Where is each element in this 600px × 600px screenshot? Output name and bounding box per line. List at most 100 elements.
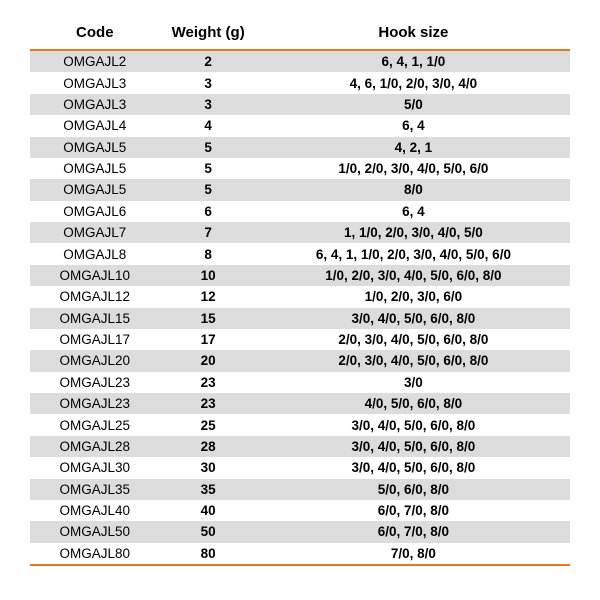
code-cell: OMGAJL5 xyxy=(30,158,160,179)
weight-cell: 23 xyxy=(160,393,257,414)
hook-cell: 2/0, 3/0, 4/0, 5/0, 6/0, 8/0 xyxy=(257,329,570,350)
code-cell: OMGAJL7 xyxy=(30,222,160,243)
weight-cell: 3 xyxy=(160,72,257,93)
weight-cell: 5 xyxy=(160,158,257,179)
code-cell: OMGAJL20 xyxy=(30,350,160,371)
hook-cell: 6/0, 7/0, 8/0 xyxy=(257,500,570,521)
code-cell: OMGAJL50 xyxy=(30,521,160,542)
weight-cell: 23 xyxy=(160,372,257,393)
weight-cell: 4 xyxy=(160,115,257,136)
code-cell: OMGAJL80 xyxy=(30,543,160,565)
code-cell: OMGAJL3 xyxy=(30,72,160,93)
code-cell: OMGAJL23 xyxy=(30,393,160,414)
table-row: OMGAJL20202/0, 3/0, 4/0, 5/0, 6/0, 8/0 xyxy=(30,350,570,371)
code-cell: OMGAJL23 xyxy=(30,372,160,393)
code-cell: OMGAJL2 xyxy=(30,50,160,72)
hook-cell: 4/0, 5/0, 6/0, 8/0 xyxy=(257,393,570,414)
hook-cell: 7/0, 8/0 xyxy=(257,543,570,565)
table-body: OMGAJL226, 4, 1, 1/0OMGAJL334, 6, 1/0, 2… xyxy=(30,50,570,565)
hook-cell: 4, 2, 1 xyxy=(257,137,570,158)
weight-cell: 17 xyxy=(160,329,257,350)
table-row: OMGAJL554, 2, 1 xyxy=(30,137,570,158)
code-cell: OMGAJL5 xyxy=(30,179,160,200)
weight-cell: 50 xyxy=(160,521,257,542)
code-cell: OMGAJL3 xyxy=(30,94,160,115)
table-row: OMGAJL80807/0, 8/0 xyxy=(30,543,570,565)
code-cell: OMGAJL6 xyxy=(30,201,160,222)
product-spec-table: Code Weight (g) Hook size OMGAJL226, 4, … xyxy=(30,18,570,566)
code-cell: OMGAJL25 xyxy=(30,414,160,435)
table-row: OMGAJL35355/0, 6/0, 8/0 xyxy=(30,479,570,500)
weight-cell: 6 xyxy=(160,201,257,222)
hook-cell: 8/0 xyxy=(257,179,570,200)
hook-cell: 1, 1/0, 2/0, 3/0, 4/0, 5/0 xyxy=(257,222,570,243)
weight-cell: 7 xyxy=(160,222,257,243)
code-cell: OMGAJL40 xyxy=(30,500,160,521)
table-row: OMGAJL226, 4, 1, 1/0 xyxy=(30,50,570,72)
weight-cell: 28 xyxy=(160,436,257,457)
hook-cell: 3/0 xyxy=(257,372,570,393)
code-cell: OMGAJL17 xyxy=(30,329,160,350)
code-cell: OMGAJL5 xyxy=(30,137,160,158)
hook-cell: 6, 4, 1, 1/0, 2/0, 3/0, 4/0, 5/0, 6/0 xyxy=(257,243,570,264)
hook-cell: 6/0, 7/0, 8/0 xyxy=(257,521,570,542)
code-cell: OMGAJL10 xyxy=(30,265,160,286)
table-row: OMGAJL551/0, 2/0, 3/0, 4/0, 5/0, 6/0 xyxy=(30,158,570,179)
weight-cell: 3 xyxy=(160,94,257,115)
table-row: OMGAJL334, 6, 1/0, 2/0, 3/0, 4/0 xyxy=(30,72,570,93)
table-row: OMGAJL23234/0, 5/0, 6/0, 8/0 xyxy=(30,393,570,414)
weight-cell: 12 xyxy=(160,286,257,307)
code-cell: OMGAJL8 xyxy=(30,243,160,264)
weight-cell: 2 xyxy=(160,50,257,72)
table-row: OMGAJL771, 1/0, 2/0, 3/0, 4/0, 5/0 xyxy=(30,222,570,243)
table-row: OMGAJL50506/0, 7/0, 8/0 xyxy=(30,521,570,542)
weight-cell: 8 xyxy=(160,243,257,264)
table-row: OMGAJL558/0 xyxy=(30,179,570,200)
weight-cell: 20 xyxy=(160,350,257,371)
hook-cell: 3/0, 4/0, 5/0, 6/0, 8/0 xyxy=(257,457,570,478)
hook-cell: 6, 4 xyxy=(257,201,570,222)
table-row: OMGAJL15153/0, 4/0, 5/0, 6/0, 8/0 xyxy=(30,308,570,329)
table-header-row: Code Weight (g) Hook size xyxy=(30,18,570,50)
hook-cell: 3/0, 4/0, 5/0, 6/0, 8/0 xyxy=(257,414,570,435)
table-row: OMGAJL446, 4 xyxy=(30,115,570,136)
table-row: OMGAJL666, 4 xyxy=(30,201,570,222)
weight-cell: 35 xyxy=(160,479,257,500)
weight-cell: 5 xyxy=(160,137,257,158)
code-cell: OMGAJL28 xyxy=(30,436,160,457)
code-cell: OMGAJL35 xyxy=(30,479,160,500)
weight-cell: 80 xyxy=(160,543,257,565)
hook-cell: 1/0, 2/0, 3/0, 6/0 xyxy=(257,286,570,307)
hook-cell: 2/0, 3/0, 4/0, 5/0, 6/0, 8/0 xyxy=(257,350,570,371)
weight-cell: 25 xyxy=(160,414,257,435)
table-row: OMGAJL30303/0, 4/0, 5/0, 6/0, 8/0 xyxy=(30,457,570,478)
table-row: OMGAJL10101/0, 2/0, 3/0, 4/0, 5/0, 6/0, … xyxy=(30,265,570,286)
table-row: OMGAJL28283/0, 4/0, 5/0, 6/0, 8/0 xyxy=(30,436,570,457)
table-row: OMGAJL335/0 xyxy=(30,94,570,115)
table-row: OMGAJL40406/0, 7/0, 8/0 xyxy=(30,500,570,521)
table-row: OMGAJL25253/0, 4/0, 5/0, 6/0, 8/0 xyxy=(30,414,570,435)
code-cell: OMGAJL15 xyxy=(30,308,160,329)
table-row: OMGAJL12121/0, 2/0, 3/0, 6/0 xyxy=(30,286,570,307)
weight-cell: 5 xyxy=(160,179,257,200)
hook-cell: 3/0, 4/0, 5/0, 6/0, 8/0 xyxy=(257,308,570,329)
weight-cell: 10 xyxy=(160,265,257,286)
table-row: OMGAJL886, 4, 1, 1/0, 2/0, 3/0, 4/0, 5/0… xyxy=(30,243,570,264)
code-cell: OMGAJL30 xyxy=(30,457,160,478)
hook-cell: 1/0, 2/0, 3/0, 4/0, 5/0, 6/0 xyxy=(257,158,570,179)
weight-cell: 30 xyxy=(160,457,257,478)
hook-cell: 1/0, 2/0, 3/0, 4/0, 5/0, 6/0, 8/0 xyxy=(257,265,570,286)
weight-cell: 40 xyxy=(160,500,257,521)
hook-cell: 3/0, 4/0, 5/0, 6/0, 8/0 xyxy=(257,436,570,457)
weight-cell: 15 xyxy=(160,308,257,329)
code-cell: OMGAJL4 xyxy=(30,115,160,136)
table-row: OMGAJL17172/0, 3/0, 4/0, 5/0, 6/0, 8/0 xyxy=(30,329,570,350)
column-header-hook: Hook size xyxy=(257,18,570,50)
hook-cell: 5/0, 6/0, 8/0 xyxy=(257,479,570,500)
hook-cell: 6, 4, 1, 1/0 xyxy=(257,50,570,72)
code-cell: OMGAJL12 xyxy=(30,286,160,307)
table-row: OMGAJL23233/0 xyxy=(30,372,570,393)
hook-cell: 5/0 xyxy=(257,94,570,115)
column-header-weight: Weight (g) xyxy=(160,18,257,50)
hook-cell: 6, 4 xyxy=(257,115,570,136)
